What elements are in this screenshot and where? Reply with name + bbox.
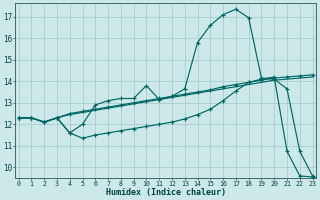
- X-axis label: Humidex (Indice chaleur): Humidex (Indice chaleur): [106, 188, 226, 197]
